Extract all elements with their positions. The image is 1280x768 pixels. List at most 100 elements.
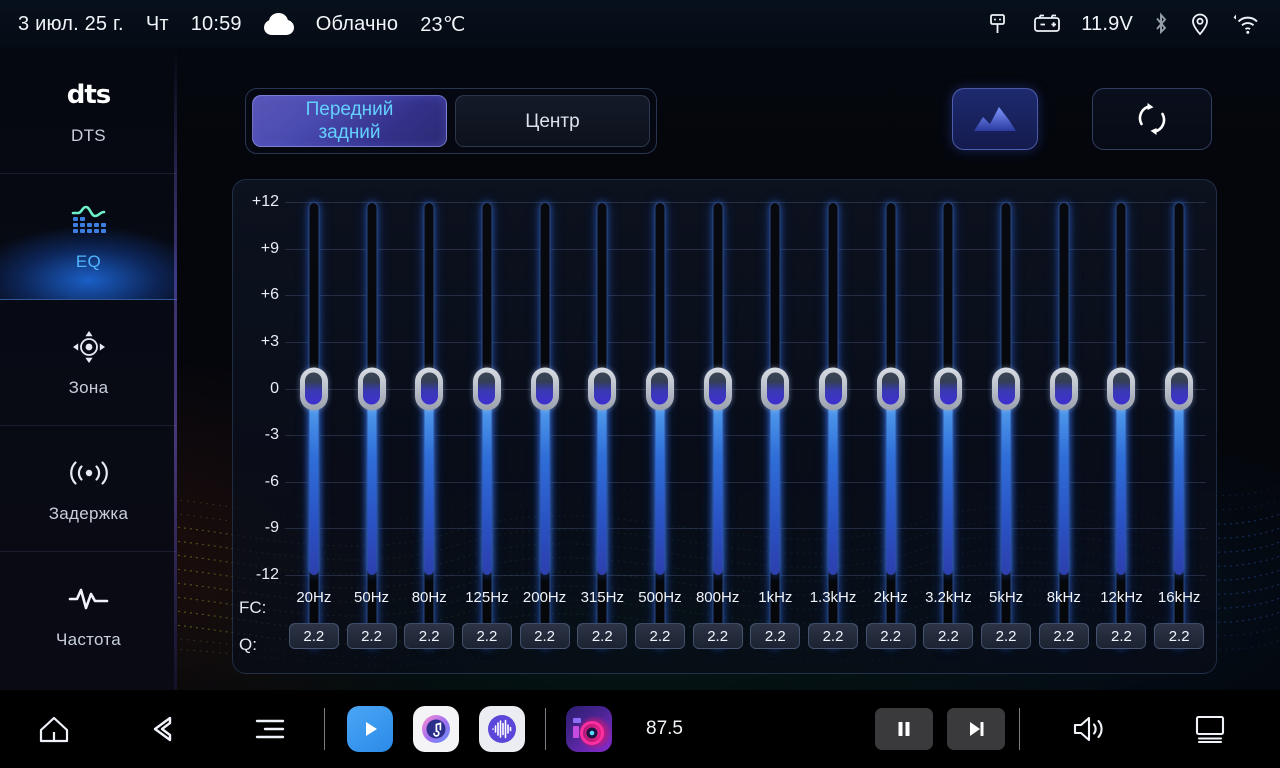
q-value[interactable]: 2.2: [808, 623, 859, 649]
slider-thumb[interactable]: [934, 367, 963, 410]
radio-app-icon[interactable]: [566, 706, 612, 752]
q-value[interactable]: 2.2: [634, 623, 685, 649]
slider-thumb[interactable]: [415, 367, 444, 410]
system-nav-group: [0, 690, 324, 768]
volume-button[interactable]: [1034, 690, 1142, 768]
status-bar-left: 3 июл. 25 г. Чт 10:59 Облачно 23℃: [0, 12, 466, 37]
fc-value[interactable]: 800Hz: [695, 588, 740, 606]
q-value[interactable]: 2.2: [981, 623, 1032, 649]
gridline: [285, 295, 1206, 297]
slider-fill: [597, 392, 607, 575]
bluetooth-icon: [1152, 11, 1170, 37]
q-value[interactable]: 2.2: [288, 623, 339, 649]
gridline: [285, 202, 1206, 203]
fc-value[interactable]: 5kHz: [989, 588, 1024, 606]
voice-assistant-app-icon[interactable]: [479, 706, 525, 752]
car-battery-icon: [1032, 12, 1062, 36]
slider-thumb[interactable]: [1049, 367, 1078, 410]
fc-row-label: FC:: [239, 598, 267, 617]
menu-button[interactable]: [216, 690, 324, 768]
fc-value[interactable]: 125Hz: [465, 588, 509, 606]
slider-fill: [540, 392, 550, 575]
sidebar-item-frequency[interactable]: Частота: [0, 552, 177, 678]
fc-value[interactable]: 200Hz: [522, 588, 567, 606]
q-value[interactable]: 2.2: [923, 623, 974, 649]
db-tick-label: +6: [260, 286, 279, 304]
fc-value[interactable]: 1kHz: [758, 588, 793, 606]
media-controls: [875, 690, 1280, 768]
q-value[interactable]: 2.2: [577, 623, 628, 649]
fc-value[interactable]: 12kHz: [1100, 588, 1143, 606]
fc-value[interactable]: 16kHz: [1157, 588, 1201, 606]
q-value[interactable]: 2.2: [865, 623, 916, 649]
status-weekday: Чт: [145, 12, 169, 35]
slider-thumb[interactable]: [530, 367, 559, 410]
slider-fill: [886, 392, 896, 575]
equalizer-panel: +12 +9 +6 +3 0 -3 -6 -9 -12 FC: Q: 20Hz 50Hz 80Hz 1…: [232, 179, 1217, 674]
screen-off-button[interactable]: [1156, 690, 1264, 768]
next-track-button[interactable]: [947, 708, 1005, 750]
slider-fill: [309, 392, 319, 575]
tab-center[interactable]: Центр: [455, 95, 650, 147]
q-value[interactable]: 2.2: [1154, 623, 1205, 649]
music-app-icon[interactable]: [413, 706, 459, 752]
bottom-navigation-bar: 87.5: [0, 690, 1280, 768]
fc-value[interactable]: 1.3kHz: [809, 588, 857, 606]
sidebar-item-eq[interactable]: EQ: [0, 174, 177, 300]
pause-button[interactable]: [875, 708, 933, 750]
slider-thumb[interactable]: [645, 367, 674, 410]
divider: [1019, 708, 1020, 750]
reset-button[interactable]: [1092, 88, 1212, 150]
location-pin-icon: [1189, 11, 1211, 37]
slider-thumb[interactable]: [357, 367, 386, 410]
slider-thumb[interactable]: [472, 367, 501, 410]
sidebar-item-dts[interactable]: dts DTS: [0, 48, 177, 174]
db-tick-label: -6: [264, 472, 279, 490]
fc-value[interactable]: 50Hz: [354, 588, 390, 606]
q-value[interactable]: 2.2: [1038, 623, 1089, 649]
cloud-icon: [263, 13, 294, 35]
video-player-app-icon[interactable]: [347, 706, 393, 752]
wifi-icon: [1230, 11, 1260, 37]
fc-value[interactable]: 80Hz: [411, 588, 447, 606]
eq-content-area: Передний задний Центр: [177, 48, 1280, 690]
fc-value[interactable]: 315Hz: [580, 588, 624, 606]
fc-value[interactable]: 8kHz: [1046, 588, 1081, 606]
db-tick-label: +3: [260, 332, 279, 350]
slider-thumb[interactable]: [1107, 367, 1136, 410]
db-tick-label: -9: [264, 519, 279, 537]
tab-front-rear[interactable]: Передний задний: [252, 95, 447, 147]
slider-thumb[interactable]: [299, 367, 328, 410]
q-value[interactable]: 2.2: [404, 623, 455, 649]
fc-value[interactable]: 2kHz: [873, 588, 908, 606]
eq-curve-button[interactable]: [952, 88, 1038, 150]
home-button[interactable]: [0, 690, 108, 768]
slider-thumb[interactable]: [588, 367, 617, 410]
fc-value[interactable]: 500Hz: [638, 588, 682, 606]
slider-thumb[interactable]: [761, 367, 790, 410]
fc-value[interactable]: 3.2kHz: [925, 588, 972, 606]
slider-thumb[interactable]: [992, 367, 1021, 410]
slider-thumb[interactable]: [703, 367, 732, 410]
q-value[interactable]: 2.2: [1096, 623, 1147, 649]
q-value[interactable]: 2.2: [461, 623, 512, 649]
q-value[interactable]: 2.2: [519, 623, 570, 649]
slider-thumb[interactable]: [1165, 367, 1194, 410]
sidebar-item-label: Задержка: [48, 503, 129, 523]
back-button[interactable]: [108, 690, 216, 768]
frequency-wave-icon: [66, 580, 112, 618]
tab-center-label: Центр: [525, 110, 580, 132]
slider-fill: [713, 392, 723, 575]
q-value[interactable]: 2.2: [346, 623, 397, 649]
dts-logo-icon: dts: [66, 79, 112, 110]
refresh-circular-arrows-icon: [1132, 101, 1172, 137]
fc-value[interactable]: 20Hz: [296, 588, 332, 606]
slider-thumb[interactable]: [819, 367, 848, 410]
slider-thumb[interactable]: [876, 367, 905, 410]
sidebar-item-delay[interactable]: Задержка: [0, 426, 177, 552]
home-icon: [35, 710, 73, 748]
q-value[interactable]: 2.2: [750, 623, 801, 649]
q-value[interactable]: 2.2: [692, 623, 743, 649]
sidebar-item-zone[interactable]: Зона: [0, 300, 177, 426]
